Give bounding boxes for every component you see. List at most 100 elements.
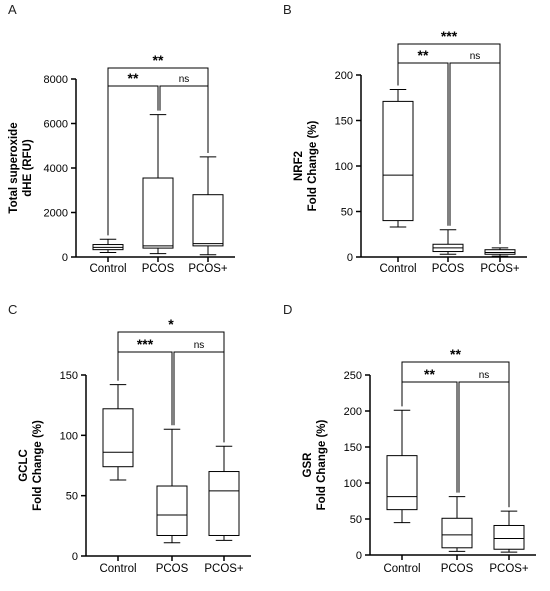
x-tick-label: PCOS+ [480, 263, 520, 275]
significance-label: ** [450, 346, 461, 362]
iqr-box [142, 177, 174, 249]
y-tick-label: 50 [66, 491, 78, 503]
y-tick-label: 4000 [44, 163, 68, 175]
x-tick-label: PCOS [142, 263, 175, 275]
significance-bracket: * [117, 316, 225, 443]
box-pcos [432, 229, 464, 255]
significance-bracket: ** [397, 47, 449, 226]
x-tick-label: Control [99, 563, 136, 575]
box-control [102, 384, 134, 481]
y-axis-title-line: Fold Change (%) [32, 420, 44, 511]
significance-label: ns [470, 51, 481, 62]
x-tick-label: PCOS [441, 563, 474, 575]
iqr-box [441, 517, 473, 549]
bracket-line [401, 381, 458, 493]
y-tick-label: 150 [60, 370, 78, 382]
significance-label: *** [137, 336, 154, 352]
y-tick-label: 100 [60, 430, 78, 442]
iqr-box [192, 194, 224, 247]
significance-bracket: *** [117, 336, 173, 426]
box-pcos [156, 428, 188, 544]
x-tick-label: Control [383, 563, 420, 575]
box-control [386, 409, 418, 524]
significance-label: ** [128, 70, 139, 86]
bracket-line [117, 331, 225, 443]
significance-label: * [168, 316, 174, 332]
bracket-line [159, 85, 209, 153]
box-control [382, 89, 414, 228]
bracket-line [401, 361, 510, 508]
significance-label: ** [424, 366, 435, 382]
y-tick-label: 50 [341, 207, 353, 219]
chart-svg: C GCLC Fold Change (%) 0 50 100 150 Control PCOS… [8, 302, 251, 575]
chart-svg: D GSR Fold Change (%) 0 50 100 150 200 250 Contro… [283, 302, 536, 575]
y-tick-label: 50 [350, 514, 362, 526]
bracket-line [107, 85, 159, 236]
x-tick-label: Control [379, 263, 416, 275]
panel-label: B [283, 2, 292, 17]
iqr-box [493, 524, 525, 550]
significance-label: ** [418, 47, 429, 63]
y-tick-label: 0 [62, 252, 68, 264]
box-pcos [441, 496, 473, 552]
iqr-box [102, 408, 134, 468]
y-tick-label: 150 [335, 116, 353, 128]
y-tick-label: 2000 [44, 208, 68, 220]
y-tick-label: 200 [344, 406, 362, 418]
significance-label: ** [153, 52, 164, 68]
iqr-box [156, 485, 188, 536]
bracket-line [397, 62, 449, 226]
significance-bracket: ns [458, 370, 510, 508]
y-tick-label: 8000 [44, 74, 68, 86]
significance-bracket: ns [159, 74, 209, 153]
y-axis-title-line: GSR [302, 452, 314, 478]
y-tick-label: 6000 [44, 119, 68, 131]
significance-bracket: ** [401, 346, 510, 508]
chart-svg: A Total superoxide dHE (RFU) 0 2000 4000 6000 8… [8, 2, 235, 275]
iqr-box [208, 471, 240, 536]
bracket-line [449, 62, 501, 244]
chart-svg: B NRF2 Fold Change (%) 0 50 100 150 200 Control P… [283, 2, 527, 275]
panel-a: A Total superoxide dHE (RFU) 0 2000 4000 6000 8… [0, 0, 275, 291]
y-axis-title-line: Fold Change (%) [316, 419, 328, 510]
panel-label: C [8, 302, 17, 317]
box-pcos-plus [493, 510, 525, 553]
x-tick-label: PCOS [432, 263, 465, 275]
box-control [92, 238, 124, 254]
bracket-line [173, 351, 225, 443]
y-tick-label: 0 [347, 252, 353, 264]
significance-label: ns [194, 340, 205, 351]
y-axis-title-line: dHE (RFU) [22, 139, 34, 197]
iqr-box [382, 100, 414, 222]
significance-bracket: ** [401, 366, 458, 493]
y-axis-title-line: NRF2 [293, 151, 305, 181]
panel-c: C GCLC Fold Change (%) 0 50 100 150 Control PCOS… [0, 300, 275, 591]
y-tick-label: 0 [356, 550, 362, 562]
x-tick-label: Control [89, 263, 126, 275]
y-axis-title-line: Total superoxide [8, 122, 20, 213]
bracket-line [458, 381, 510, 508]
significance-label: ns [479, 370, 490, 381]
x-tick-label: PCOS [156, 563, 189, 575]
significance-bracket: ** [107, 70, 159, 236]
significance-label: ns [179, 74, 190, 85]
y-tick-label: 200 [335, 70, 353, 82]
significance-bracket: ns [449, 51, 501, 244]
box-pcos [142, 114, 174, 255]
panel-d: D GSR Fold Change (%) 0 50 100 150 200 250 Contro… [275, 300, 550, 591]
y-axis-title-line: GCLC [18, 449, 30, 482]
y-tick-label: 250 [344, 370, 362, 382]
box-pcos-plus [484, 247, 516, 257]
panel-label: D [283, 302, 292, 317]
significance-label: *** [441, 28, 458, 44]
x-tick-label: PCOS+ [204, 563, 244, 575]
box-pcos-plus [192, 156, 224, 256]
x-tick-label: PCOS+ [489, 563, 529, 575]
y-tick-label: 100 [335, 161, 353, 173]
y-tick-label: 100 [344, 478, 362, 490]
y-axis-title-line: Fold Change (%) [307, 120, 319, 211]
x-tick-label: PCOS+ [188, 263, 228, 275]
panel-b: B NRF2 Fold Change (%) 0 50 100 150 200 Control P… [275, 0, 550, 291]
iqr-box [386, 455, 418, 511]
